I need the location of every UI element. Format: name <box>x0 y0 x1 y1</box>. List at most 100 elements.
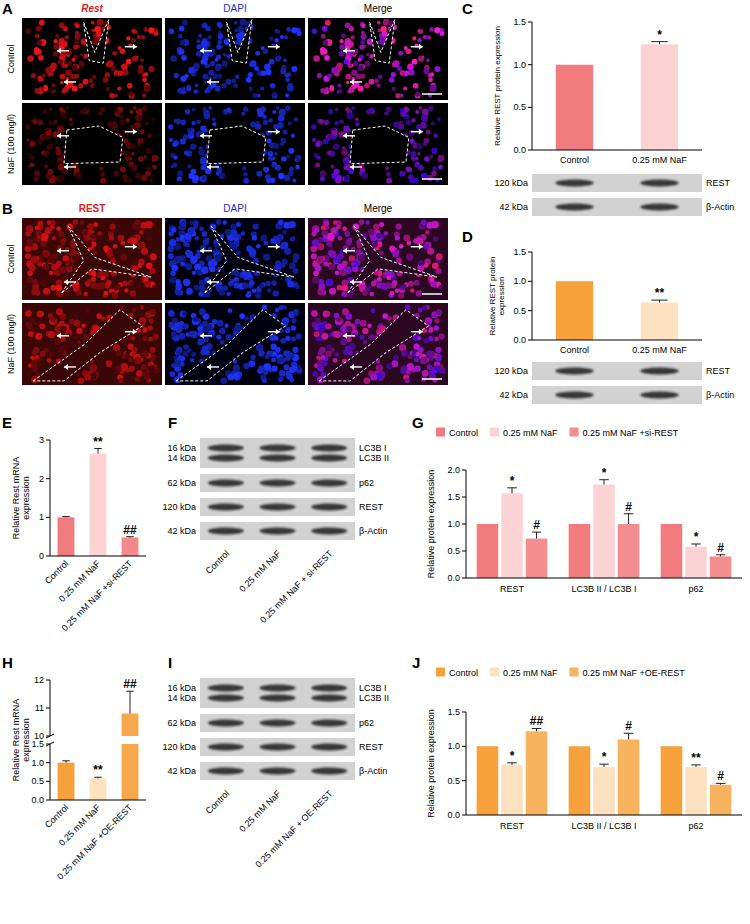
nucleus <box>185 73 189 77</box>
nucleus <box>369 79 375 85</box>
nucleus <box>183 279 190 286</box>
nucleus <box>199 291 204 296</box>
nucleus <box>56 308 63 315</box>
nucleus <box>373 224 379 230</box>
nucleus <box>280 35 284 39</box>
panel-letter: I <box>168 654 172 671</box>
nucleus <box>46 130 51 135</box>
nucleus <box>137 244 143 250</box>
kda-label: 14 kDa <box>167 693 196 703</box>
nucleus <box>250 355 256 361</box>
nucleus <box>31 256 39 264</box>
nucleus <box>249 251 256 258</box>
nucleus <box>255 51 260 56</box>
blot-band <box>311 695 347 702</box>
nucleus <box>116 284 121 289</box>
nucleus <box>369 107 374 112</box>
nucleus <box>65 261 70 266</box>
nucleus <box>318 279 323 284</box>
nucleus <box>265 281 271 287</box>
nucleus <box>217 320 224 327</box>
nucleus <box>277 357 285 365</box>
nucleus <box>291 66 297 72</box>
nucleus <box>37 311 44 318</box>
nucleus <box>144 85 150 91</box>
nucleus <box>403 235 410 242</box>
kda-label: 120 kDa <box>162 502 196 512</box>
nucleus <box>195 236 200 241</box>
nucleus <box>334 121 338 125</box>
nucleus <box>290 236 295 241</box>
nucleus <box>360 320 367 327</box>
nucleus <box>65 260 72 267</box>
nucleus <box>271 280 276 285</box>
nucleus <box>184 74 188 78</box>
nucleus <box>78 377 85 384</box>
nucleus <box>435 318 440 323</box>
nucleus <box>322 26 328 32</box>
nucleus <box>280 338 286 344</box>
nucleus <box>56 285 63 292</box>
nucleus <box>145 171 151 177</box>
nucleus <box>340 39 344 43</box>
nucleus <box>98 231 103 236</box>
nucleus <box>416 290 422 296</box>
micrograph <box>22 218 162 300</box>
nucleus <box>320 88 325 93</box>
nucleus <box>344 164 350 170</box>
nucleus <box>193 225 198 230</box>
nucleus <box>43 288 50 295</box>
nucleus <box>275 56 281 62</box>
nucleus <box>148 134 152 138</box>
nucleus <box>312 138 316 142</box>
nucleus <box>144 281 151 288</box>
nucleus <box>403 86 407 90</box>
nucleus <box>363 340 367 344</box>
nucleus <box>422 370 429 377</box>
nucleus <box>418 260 424 266</box>
nucleus <box>438 155 445 162</box>
nucleus <box>129 92 134 97</box>
nucleus <box>118 46 122 50</box>
nucleus <box>243 178 249 184</box>
nucleus <box>275 165 281 171</box>
nucleus <box>86 241 92 247</box>
nucleus <box>285 328 290 333</box>
nucleus <box>222 61 228 67</box>
nucleus <box>430 84 437 91</box>
nucleus <box>392 87 396 91</box>
nucleus <box>278 115 285 122</box>
nucleus <box>242 271 247 276</box>
nucleus <box>287 84 294 91</box>
nucleus <box>129 92 135 98</box>
nucleus <box>278 219 284 225</box>
nucleus <box>47 143 53 149</box>
nucleus <box>85 308 90 313</box>
scale-bar <box>422 93 442 95</box>
nucleus <box>367 324 371 328</box>
nucleus <box>417 38 422 43</box>
nucleus <box>73 45 78 50</box>
nucleus <box>199 261 205 267</box>
nucleus <box>335 108 339 112</box>
nucleus <box>274 152 278 156</box>
nucleus <box>53 131 59 137</box>
nucleus <box>339 51 345 57</box>
nucleus <box>37 40 43 46</box>
nucleus <box>325 311 330 316</box>
nucleus <box>246 77 252 83</box>
nucleus <box>52 236 57 241</box>
arrow-head <box>57 248 61 254</box>
nucleus <box>39 323 45 329</box>
nucleus <box>177 176 182 181</box>
nucleus <box>431 121 435 125</box>
micrograph <box>22 103 162 185</box>
tubule-lumen <box>64 126 123 164</box>
nucleus <box>107 60 114 67</box>
nucleus <box>295 165 300 170</box>
nucleus <box>143 155 147 159</box>
nucleus <box>32 325 39 332</box>
nucleus <box>42 73 46 77</box>
nucleus <box>134 357 142 365</box>
nucleus <box>51 90 55 94</box>
